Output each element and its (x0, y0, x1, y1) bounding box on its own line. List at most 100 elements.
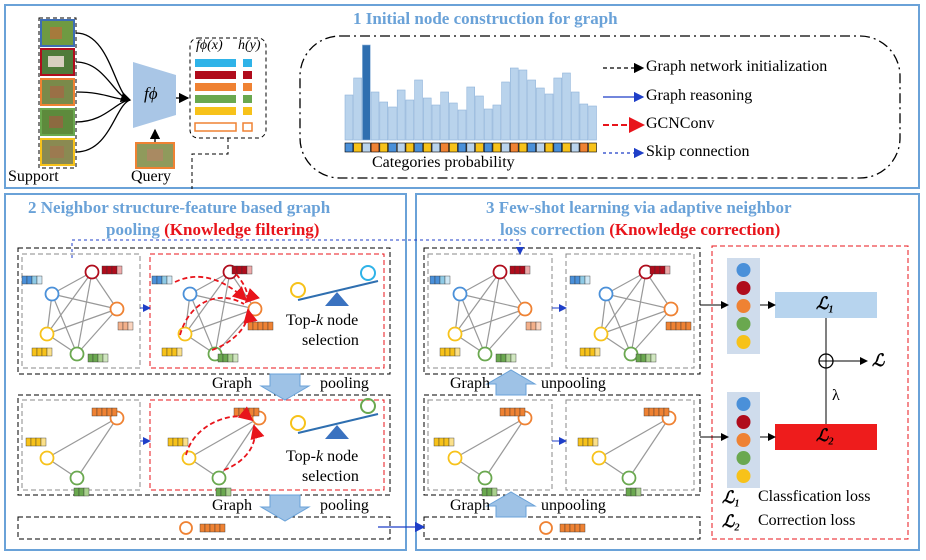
graph-edge (91, 271, 118, 310)
feature-bar-cell (222, 353, 229, 363)
legend-label-1: Graph network initialization (646, 58, 828, 75)
feature-bar-cell (101, 265, 108, 275)
feature-bar-cell (182, 437, 189, 447)
feature-to-section2-connector (191, 138, 229, 189)
feature-bar-cell (448, 437, 455, 447)
section3-title-loss: loss correction (500, 220, 605, 239)
node-column-dot (736, 299, 751, 313)
loss-node-columns (727, 258, 760, 488)
loss2-description: Correction loss (758, 512, 856, 529)
topk-prefix: Top- (286, 312, 316, 329)
feature-bar-cell (433, 437, 440, 447)
node-column-dot (736, 397, 751, 411)
graph-edge (459, 293, 526, 310)
graph-edge (454, 308, 526, 335)
loss2-legend-symbol: ℒ₂ (722, 512, 741, 531)
feature-bar-cell (78, 487, 85, 497)
graph-node (39, 450, 55, 466)
graph-edge (214, 271, 231, 355)
support-image-1 (40, 19, 75, 47)
graph (433, 407, 533, 497)
graph-node (247, 301, 263, 317)
feature-bar-cell (665, 321, 672, 331)
graph (577, 407, 677, 497)
feature-bar-cell (659, 265, 666, 275)
s2-row1-outer (17, 247, 391, 375)
feature-bar-cell (248, 407, 255, 417)
graph-edge (184, 271, 231, 335)
feature-bar-cell (587, 437, 594, 447)
graph-edge (46, 417, 118, 459)
feature-bar-cell (584, 275, 591, 285)
feature-bar-cell (106, 265, 113, 275)
feature-bar-cell (429, 275, 436, 285)
graph-edge (76, 271, 93, 355)
s3-row1-graph-a (427, 253, 553, 369)
gcnconv-arcs-2 (185, 406, 265, 471)
feature-bar-cell (438, 437, 445, 447)
feature-bar-cell (443, 437, 450, 447)
feature-bar-cell (640, 353, 647, 363)
node-column-dot (736, 317, 751, 331)
feature-bar-cell (111, 407, 118, 417)
feature-bar-cell (630, 487, 637, 497)
loss1-legend-symbol: ℒ₁ (722, 488, 741, 507)
feature-bar-cell (589, 347, 596, 357)
feature-bar-cell (635, 353, 642, 363)
gcnconv-arc (185, 406, 254, 456)
query-label: Query (131, 168, 171, 185)
feature-bar-cell (444, 275, 451, 285)
feature-bar-cell (122, 321, 129, 331)
histogram-bar (501, 81, 510, 141)
graph (429, 264, 542, 363)
feature-bar-cell (35, 437, 42, 447)
histogram-bar (483, 108, 493, 141)
pooled-node (539, 521, 553, 535)
feature-bar-cell (151, 275, 158, 285)
feature-bar-cell (524, 265, 531, 275)
section2-title-pooling: pooling (106, 220, 160, 239)
feature-bar-cell (172, 437, 179, 447)
feature-rows (194, 59, 253, 132)
section1-title: 1 Initial node construction for graph (353, 9, 618, 28)
total-loss-symbol: ℒ (872, 351, 885, 370)
histogram-bar (388, 106, 397, 141)
feature-bar-cell (649, 265, 656, 275)
probability-strip-cell (466, 142, 475, 153)
support-to-encoder-curves (75, 32, 132, 153)
s3-row2-outer (423, 394, 701, 496)
probability-strip-cell (405, 142, 415, 153)
feature-bar-cell (161, 275, 168, 285)
feature-bar-cell (102, 353, 109, 363)
loss1-description: Classfication loss (758, 488, 871, 505)
feature-bar-cell (645, 353, 652, 363)
gcnconv-arc (235, 273, 260, 304)
node-column-dot (736, 335, 751, 349)
feature-bar-cell (525, 321, 532, 331)
feature-bar-cell (519, 407, 526, 417)
graph-edge (484, 308, 526, 355)
histogram-bar (440, 91, 449, 141)
feature-bar-cell (579, 523, 586, 533)
probability-strip-cell (483, 142, 493, 153)
section2-panel (4, 193, 407, 551)
lambda-label: λ (832, 387, 840, 404)
graph-edge (46, 308, 118, 335)
feature-bar-cell (592, 437, 599, 447)
feature-bar-cell (171, 347, 178, 357)
probability-strip-cell (492, 142, 502, 153)
graph (569, 264, 692, 363)
graph-edge (454, 417, 526, 459)
histogram-bar (449, 102, 458, 141)
support-set-box (38, 17, 77, 169)
graph-edge (630, 308, 672, 355)
probability-strip-cell (353, 142, 362, 153)
probability-strip-cell (370, 142, 380, 153)
feature-bar-cell (31, 275, 38, 285)
feature-bar-cell (166, 275, 173, 285)
graph-edge (454, 271, 501, 335)
probability-strip-cell (388, 142, 397, 153)
graph-edge (645, 271, 672, 310)
feature-bar-cell (156, 275, 163, 285)
